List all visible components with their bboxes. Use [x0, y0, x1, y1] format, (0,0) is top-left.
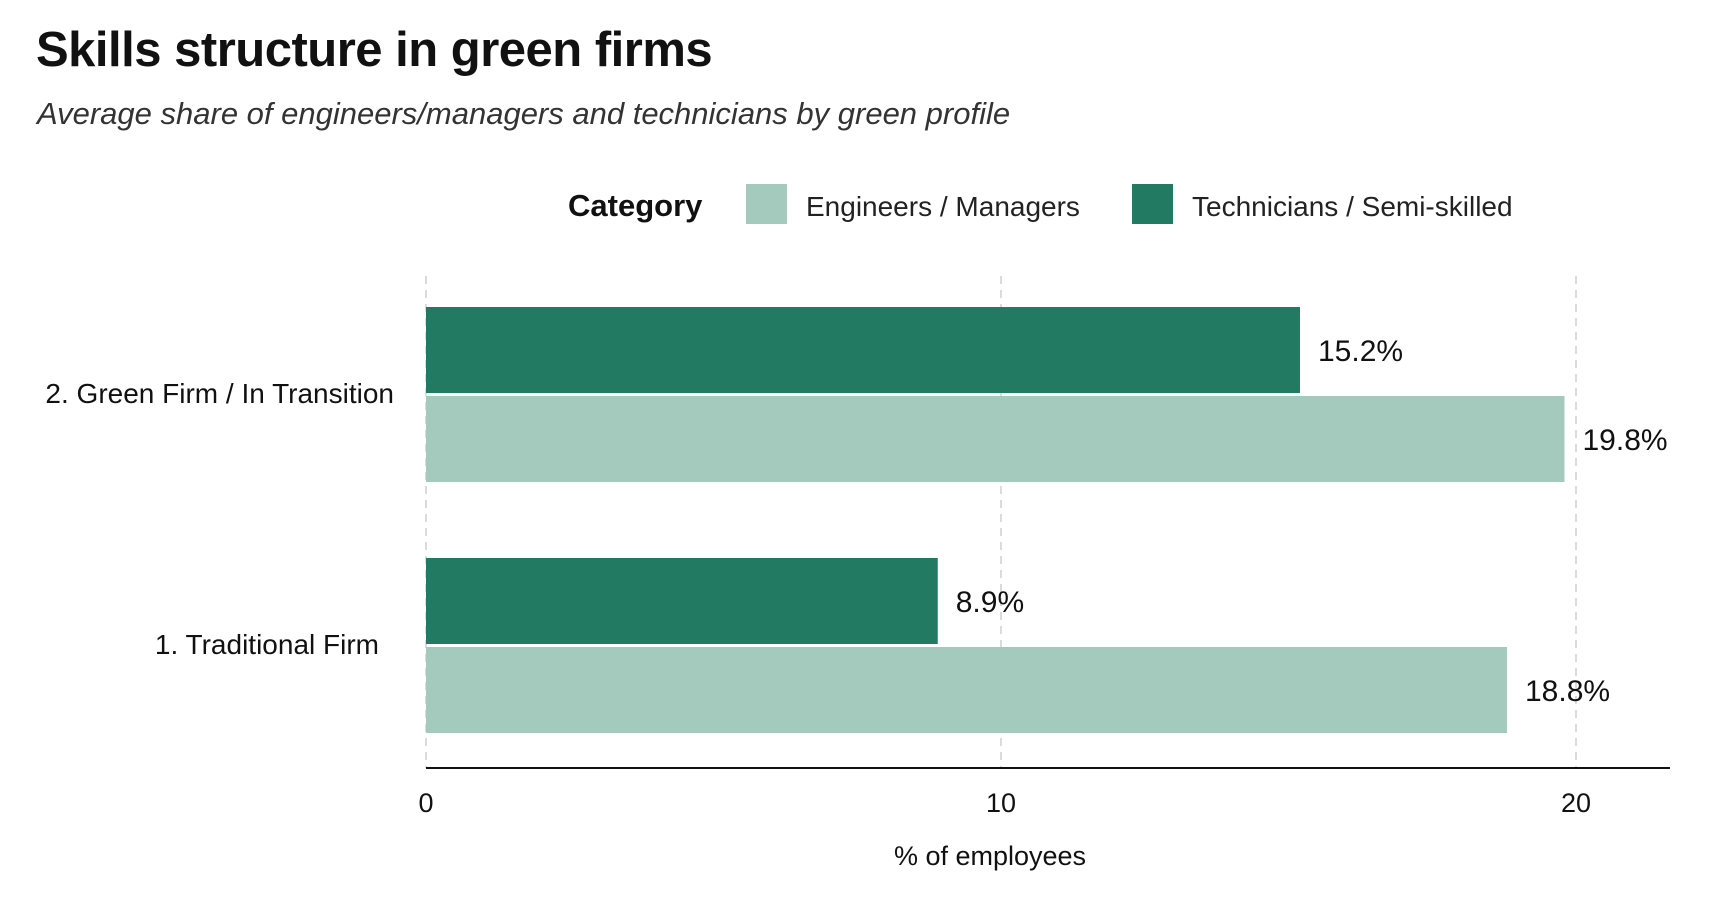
- x-tick-label-2: 20: [1561, 788, 1591, 818]
- x-tick-label-0: 0: [418, 788, 433, 818]
- category-label-2: 1. Traditional Firm: [155, 629, 379, 660]
- bars: [426, 307, 1565, 733]
- x-tick-label-1: 10: [986, 788, 1016, 818]
- x-axis: 0 10 20: [418, 767, 1670, 818]
- x-axis-title: % of employees: [894, 841, 1086, 871]
- data-label-1-1: 15.2%: [1318, 335, 1403, 368]
- data-labels: 15.2% 19.8% 8.9% 18.8%: [956, 335, 1668, 708]
- legend-label-2: Technicians / Semi-skilled: [1192, 191, 1513, 222]
- bar-1-1: [426, 307, 1300, 393]
- legend-swatch-1: [746, 184, 787, 224]
- legend-swatch-2: [1132, 184, 1173, 224]
- data-label-2-2: 18.8%: [1525, 675, 1610, 708]
- data-label-1-2: 19.8%: [1583, 424, 1668, 457]
- chart-subtitle: Average share of engineers/managers and …: [37, 96, 1011, 131]
- bar-1-2: [426, 396, 1565, 482]
- bar-2-2: [426, 647, 1507, 733]
- legend: Category Engineers / Managers Technicians…: [568, 184, 1513, 224]
- legend-title: Category: [568, 188, 703, 223]
- legend-label-1: Engineers / Managers: [806, 191, 1080, 222]
- category-labels: 2. Green Firm / In Transition 1. Traditio…: [45, 378, 394, 660]
- category-label-1: 2. Green Firm / In Transition: [45, 378, 394, 409]
- chart-title: Skills structure in green firms: [36, 23, 713, 77]
- data-label-2-1: 8.9%: [956, 586, 1024, 619]
- bar-2-1: [426, 558, 938, 644]
